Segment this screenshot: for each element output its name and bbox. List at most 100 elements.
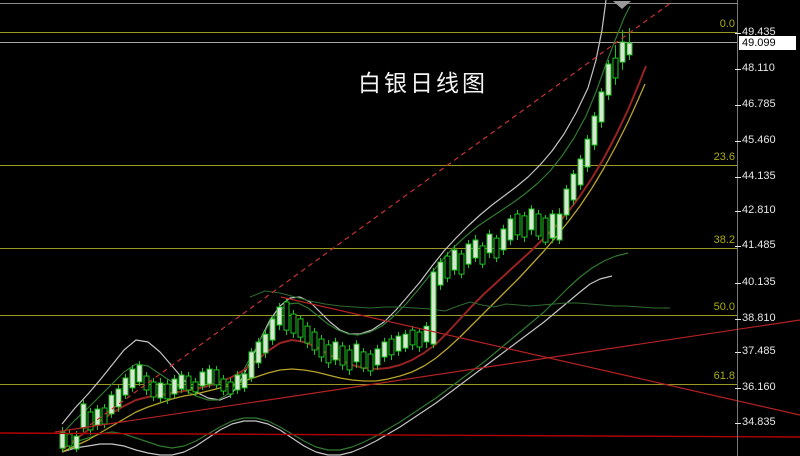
candle-body xyxy=(311,331,318,351)
price-tick-label: 34.835 xyxy=(742,416,776,428)
candle-body xyxy=(143,375,150,391)
candle-body xyxy=(556,213,563,241)
candle-body xyxy=(255,341,262,364)
candle-body xyxy=(94,408,101,426)
candle-body xyxy=(402,333,409,349)
candle-body xyxy=(465,243,472,265)
ascending-dashed-trendline xyxy=(89,1,673,426)
candle-body xyxy=(164,383,171,400)
candle-body xyxy=(423,325,430,343)
candle-body xyxy=(178,374,185,390)
candle-body xyxy=(185,375,192,391)
fib-level-label: 23.6 xyxy=(713,151,735,163)
candle-body xyxy=(451,249,458,271)
candle-body xyxy=(626,42,633,56)
price-tick-label: 41.485 xyxy=(742,239,776,251)
candle-body xyxy=(381,341,388,358)
candle-body xyxy=(514,213,521,236)
candle-body xyxy=(346,349,353,371)
candle-body xyxy=(283,301,290,331)
candle-body xyxy=(549,213,556,239)
candle-body xyxy=(262,333,269,354)
candle-body xyxy=(241,373,248,389)
price-tick-label: 42.810 xyxy=(742,204,776,216)
ma-flat-green xyxy=(249,290,670,312)
candle-body xyxy=(493,237,500,259)
candle-body xyxy=(521,215,528,238)
candle-body xyxy=(87,411,94,431)
chart-title: 白银日线图 xyxy=(358,70,488,96)
candle-body xyxy=(325,344,332,364)
candle-body xyxy=(472,239,479,259)
candle-body xyxy=(409,329,416,346)
candle-body xyxy=(122,377,129,396)
candle-body xyxy=(199,371,206,387)
ma-red xyxy=(61,65,647,451)
candle-body xyxy=(486,233,493,254)
candle-body xyxy=(360,351,367,369)
candle-body xyxy=(290,313,297,334)
candle-body xyxy=(479,245,486,265)
candle-body xyxy=(206,368,213,385)
bottom-horizontal-red-line xyxy=(0,432,800,438)
price-tick-label: 45.460 xyxy=(742,134,776,146)
candle-body xyxy=(220,378,227,392)
candle-body xyxy=(612,57,619,79)
candle-body xyxy=(577,158,584,186)
ma-yellow xyxy=(61,83,646,453)
candle-body xyxy=(129,368,136,389)
candle-body xyxy=(213,369,220,386)
price-tick-label: 36.160 xyxy=(742,381,776,393)
candle-body xyxy=(332,341,339,361)
candle-body xyxy=(584,138,591,168)
fib-level-label: 38.2 xyxy=(713,234,735,246)
candle-body xyxy=(115,388,122,408)
candle-body xyxy=(507,218,514,241)
current-price-badge: 49.099 xyxy=(739,36,796,50)
candle-body xyxy=(80,403,87,429)
candle-body xyxy=(570,173,577,201)
price-tick-label: 46.785 xyxy=(742,98,776,110)
candle-body xyxy=(150,381,157,398)
price-tick-label: 37.485 xyxy=(742,345,776,357)
ascending-trendline xyxy=(54,319,800,433)
candle-body xyxy=(591,115,598,146)
candle-body xyxy=(136,364,143,383)
price-tick-label: 40.135 xyxy=(742,276,776,288)
fib-level-label: 61.8 xyxy=(713,370,735,382)
candle-body xyxy=(353,343,360,363)
candle-body xyxy=(73,435,80,450)
candle-body xyxy=(339,345,346,366)
candle-body xyxy=(192,381,199,393)
candle-body xyxy=(598,91,605,123)
candle-body xyxy=(458,253,465,275)
candle-body xyxy=(563,188,570,216)
candle-body xyxy=(535,213,542,237)
candle-body xyxy=(157,382,164,399)
candle-body xyxy=(304,325,311,344)
candle-body xyxy=(318,338,325,358)
fib-level-label: 0.0 xyxy=(719,18,735,30)
candle-body xyxy=(605,63,612,96)
price-tick-label: 38.810 xyxy=(742,312,776,324)
candle-body xyxy=(227,381,234,395)
candle-body xyxy=(59,431,66,449)
price-tick-label: 44.135 xyxy=(742,170,776,182)
price-tick-label: 49.435 xyxy=(742,26,776,38)
candle-body xyxy=(234,374,241,391)
candle-body xyxy=(269,318,276,341)
candle-body xyxy=(101,407,108,425)
candle-body xyxy=(66,433,73,447)
candle-body xyxy=(248,351,255,379)
candle-body xyxy=(395,335,402,352)
candle-body xyxy=(374,348,381,366)
lower-band-white xyxy=(61,275,613,456)
candle-body xyxy=(388,338,395,356)
fib-level-label: 50.0 xyxy=(713,301,735,313)
descending-trendline xyxy=(280,296,800,416)
candle-body xyxy=(430,271,437,345)
candle-body xyxy=(276,306,283,326)
candle-body xyxy=(416,331,423,348)
